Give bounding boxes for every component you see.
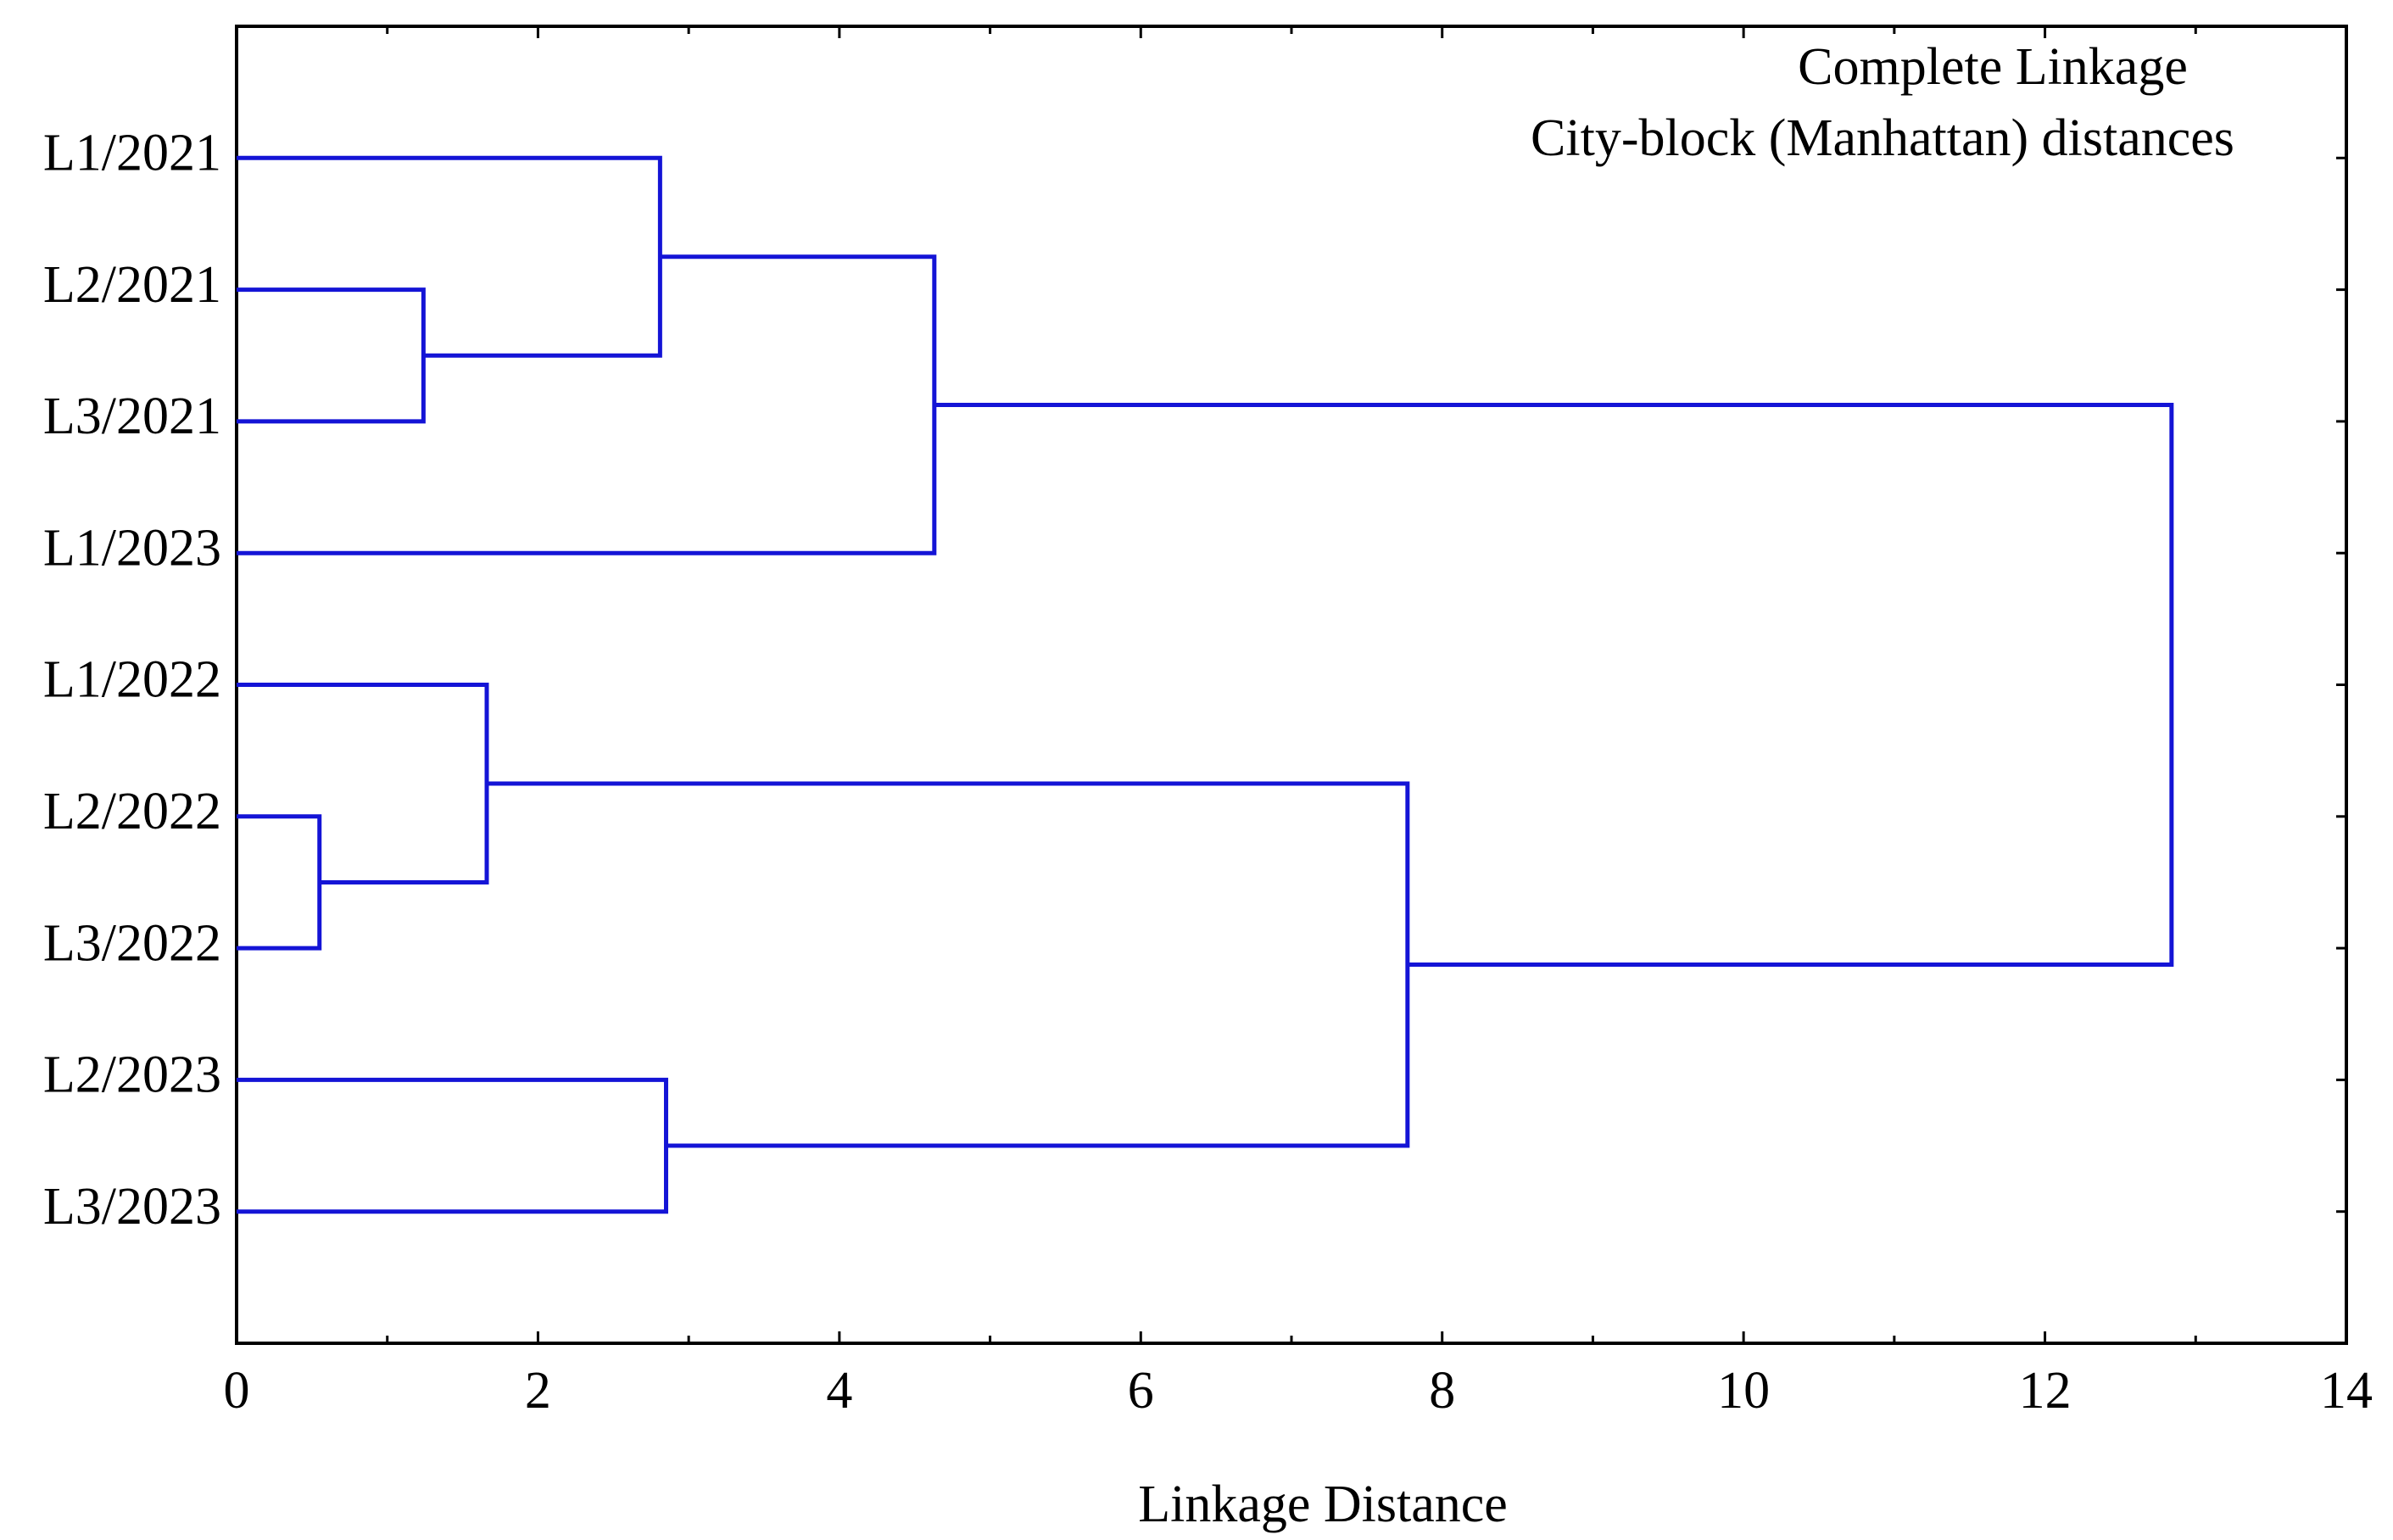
x-tick-label: 4 xyxy=(826,1362,852,1420)
x-axis-label: Linkage Distance xyxy=(1138,1476,1508,1533)
leaf-label: L1/2021 xyxy=(43,125,221,182)
dendrogram-link xyxy=(237,683,489,884)
chart-title: Complete Linkage xyxy=(1798,38,2188,96)
leaf-label: L2/2022 xyxy=(43,783,221,840)
dendrogram-link xyxy=(237,1077,668,1214)
x-tick-label: 6 xyxy=(1128,1362,1154,1420)
chart-subtitle: City-block (Manhattan) distances xyxy=(1531,109,2234,167)
dendrogram-link xyxy=(237,287,426,424)
dendrogram-link xyxy=(487,781,1410,1148)
x-tick-label: 8 xyxy=(1429,1362,1455,1420)
dendrogram-link xyxy=(237,814,322,951)
leaf-label: L3/2023 xyxy=(43,1178,221,1236)
x-tick-label: 14 xyxy=(2320,1362,2373,1420)
leaf-label: L1/2023 xyxy=(43,519,221,577)
leaf-label: L3/2021 xyxy=(43,388,221,445)
x-tick-label: 2 xyxy=(525,1362,551,1420)
leaf-label: L1/2022 xyxy=(43,651,221,709)
dendrogram-link xyxy=(934,402,2174,968)
x-tick-label: 0 xyxy=(224,1362,250,1420)
x-tick-label: 12 xyxy=(2019,1362,2072,1420)
leaf-label: L2/2023 xyxy=(43,1046,221,1104)
dendrogram-link xyxy=(237,254,937,555)
leaf-label: L2/2021 xyxy=(43,256,221,314)
dendrogram-link xyxy=(237,155,662,358)
leaf-label: L3/2022 xyxy=(43,914,221,972)
x-tick-label: 10 xyxy=(1717,1362,1770,1420)
